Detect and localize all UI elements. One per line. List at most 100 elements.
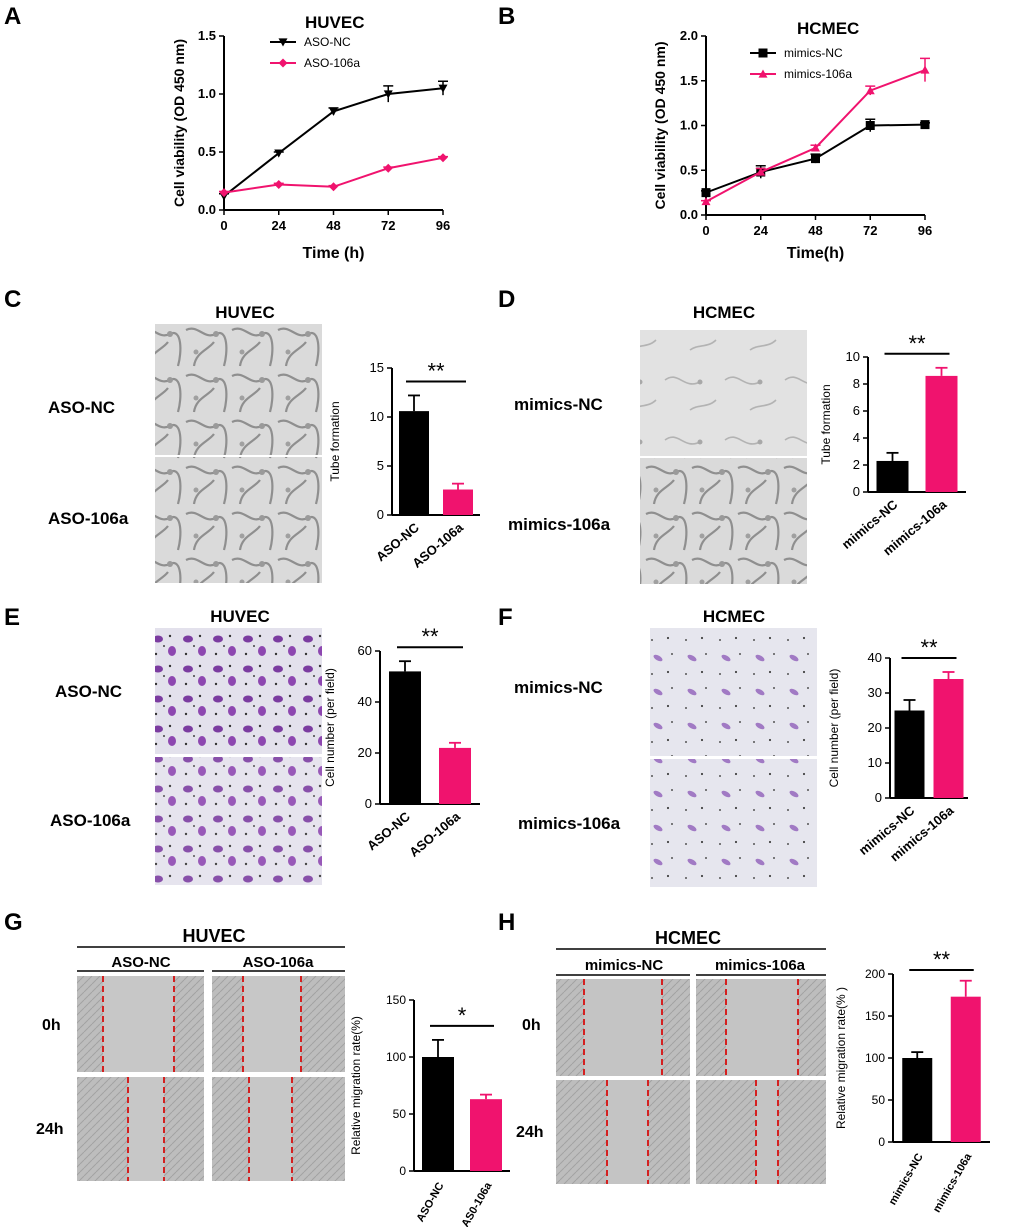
y-tick-label: 1.0 [680, 118, 698, 133]
series-line [223, 87, 444, 197]
y-axis-label: Tube formation [328, 401, 342, 481]
significance-stars: * [458, 1003, 467, 1028]
y-tick-label: 0 [365, 796, 372, 811]
data-point [701, 188, 711, 198]
chart-title: HUVEC [305, 13, 365, 32]
x-tick-label: 24 [272, 218, 287, 233]
bar [894, 710, 925, 798]
panel-c-title: HUVEC [215, 303, 275, 322]
data-point [219, 188, 229, 198]
y-tick-label: 5 [377, 458, 384, 473]
legend-marker [278, 58, 288, 68]
bar [933, 679, 964, 798]
col-label-g-1: ASO-NC [111, 954, 170, 971]
y-axis-label: Relative migration rate(% ) [834, 987, 848, 1129]
x-tick-label: 96 [918, 223, 932, 238]
data-point [274, 179, 284, 189]
panel-f-images: HCMEC mimics-NC mimics-106a [514, 607, 817, 887]
y-tick-label: 50 [872, 1093, 886, 1107]
data-point [811, 143, 820, 152]
y-axis-label: Cell viability (OD 450 nm) [652, 41, 668, 209]
y-tick-label: 10 [370, 409, 384, 424]
row-label-f-2: mimics-106a [518, 814, 621, 833]
x-axis-label: Time (h) [303, 245, 365, 262]
y-tick-label: 100 [386, 1050, 406, 1064]
y-tick-label: 60 [358, 643, 372, 658]
x-tick-label: 24 [754, 223, 769, 238]
wound-h-1 [584, 979, 662, 1076]
row-label-h-0h: 0h [522, 1017, 541, 1034]
image-d-mimics-106a [640, 458, 807, 584]
chart-title: HCMEC [797, 19, 859, 38]
bar [902, 1058, 933, 1142]
bar [422, 1057, 454, 1171]
y-tick-label: 40 [868, 650, 882, 665]
data-point [865, 121, 875, 130]
x-tick-label: 48 [326, 218, 340, 233]
x-tick-label: 72 [381, 218, 395, 233]
y-tick-label: 0 [399, 1164, 406, 1178]
bar [399, 411, 429, 515]
image-f-mimics-nc [650, 628, 817, 756]
bar [389, 671, 421, 804]
row-label-d-2: mimics-106a [508, 515, 611, 534]
y-tick-label: 8 [853, 376, 860, 391]
y-tick-label: 4 [853, 430, 860, 445]
wound-g-4 [249, 1077, 292, 1181]
y-tick-label: 0 [878, 1135, 885, 1149]
data-point [920, 65, 930, 74]
row-label-g-24h: 24h [36, 1121, 64, 1138]
y-tick-label: 1.5 [680, 73, 698, 88]
chart-g-migration-rate: 0 50 100 150 Relative migration rate(%) ASO-N… [349, 993, 510, 1227]
wound-g-1 [103, 976, 174, 1072]
y-tick-label: 2 [853, 457, 860, 472]
y-tick-label: 0 [377, 507, 384, 522]
x-axis-label: Time(h) [787, 245, 844, 262]
data-point [383, 90, 393, 99]
series-line [705, 69, 926, 203]
significance-stars: ** [920, 635, 938, 660]
significance-stars: ** [933, 947, 951, 972]
data-point [920, 120, 930, 130]
row-label-c-2: ASO-106a [48, 509, 129, 528]
image-e-aso-106a [155, 757, 322, 885]
chart-b-hcmec-viability: 0 24 48 72 96 0.0 0.5 1.0 1.5 2.0 HCMEC Time(h) Cell… [652, 19, 932, 262]
y-tick-label: 0 [853, 484, 860, 499]
data-point [701, 197, 711, 206]
wound-h-2 [726, 979, 798, 1076]
data-point [274, 149, 284, 158]
legend-label: mimics-NC [784, 46, 843, 60]
data-point [756, 167, 766, 176]
col-label-h-1: mimics-NC [585, 957, 664, 974]
bar [443, 489, 473, 515]
data-point [329, 182, 338, 192]
y-tick-label: 1.0 [198, 86, 216, 101]
x-tick-label: 0 [220, 218, 227, 233]
bar [950, 996, 981, 1142]
significance-stars: ** [421, 624, 439, 649]
wound-g-3 [128, 1077, 164, 1181]
image-e-aso-nc [155, 628, 322, 754]
panel-d-images: HCMEC mimics-NC mimics-106a [508, 303, 807, 584]
x-tick-label: 96 [436, 218, 450, 233]
category-label: mimics-106a [931, 1151, 975, 1215]
panel-label-h: H [498, 909, 515, 936]
y-tick-label: 150 [386, 993, 406, 1007]
y-axis-label: Cell viability (OD 450 nm) [171, 39, 187, 207]
panel-h-images: HCMEC mimics-NC mimics-106a 0h 24h [516, 928, 826, 1184]
row-label-d-1: mimics-NC [514, 395, 603, 414]
panel-c-images: HUVEC ASO-NC ASO-106a [48, 303, 322, 583]
wound-g-2 [243, 976, 301, 1072]
data-point [329, 107, 338, 116]
y-tick-label: 0.5 [198, 144, 216, 159]
y-tick-label: 15 [370, 360, 384, 375]
y-tick-label: 0 [875, 790, 882, 805]
chart-e-cell-number: 0 20 40 60 Cell number (per field) ASO-NCASO-… [323, 624, 480, 860]
y-tick-label: 100 [865, 1051, 885, 1065]
data-point [438, 84, 448, 93]
category-label: ASO-NC [364, 808, 413, 853]
y-tick-label: 0.0 [198, 202, 216, 217]
panel-label-e: E [4, 604, 20, 631]
